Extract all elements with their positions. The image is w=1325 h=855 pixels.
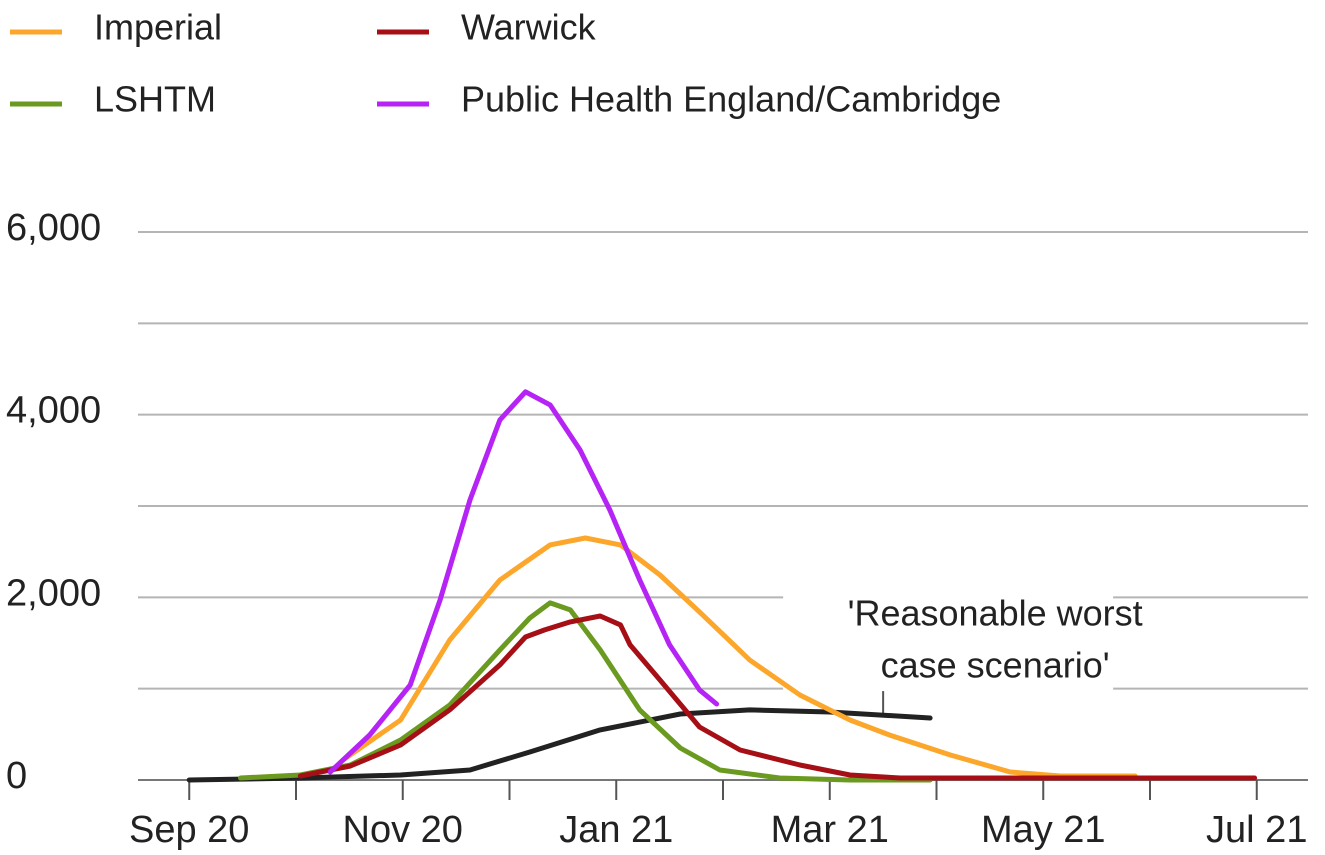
x-tick-label: Jul 21 — [1206, 809, 1307, 851]
annotation-background — [783, 596, 1114, 697]
x-tick-label: May 21 — [981, 809, 1106, 851]
line — [297, 613, 1258, 781]
line — [327, 389, 720, 775]
legend-label: LSHTM — [94, 79, 216, 120]
x-tick-label: Mar 21 — [771, 809, 889, 851]
y-tick-label: 2,000 — [6, 572, 101, 614]
x-tick-label: Nov 20 — [343, 809, 463, 851]
y-tick-label: 4,000 — [6, 390, 101, 432]
x-tick-label: Sep 20 — [129, 809, 249, 851]
line — [186, 707, 933, 783]
annotation: 'Reasonable worst — [848, 593, 1143, 634]
line — [238, 600, 933, 783]
annotation: case scenario' — [881, 645, 1110, 686]
legend-label: Imperial — [94, 7, 222, 48]
line — [340, 535, 1138, 779]
legend-label: Public Health England/Cambridge — [461, 79, 1001, 120]
y-tick-label: 6,000 — [6, 207, 101, 249]
legend-label: Warwick — [461, 7, 597, 48]
x-tick-label: Jan 21 — [559, 809, 673, 851]
y-tick-label: 0 — [6, 755, 27, 797]
